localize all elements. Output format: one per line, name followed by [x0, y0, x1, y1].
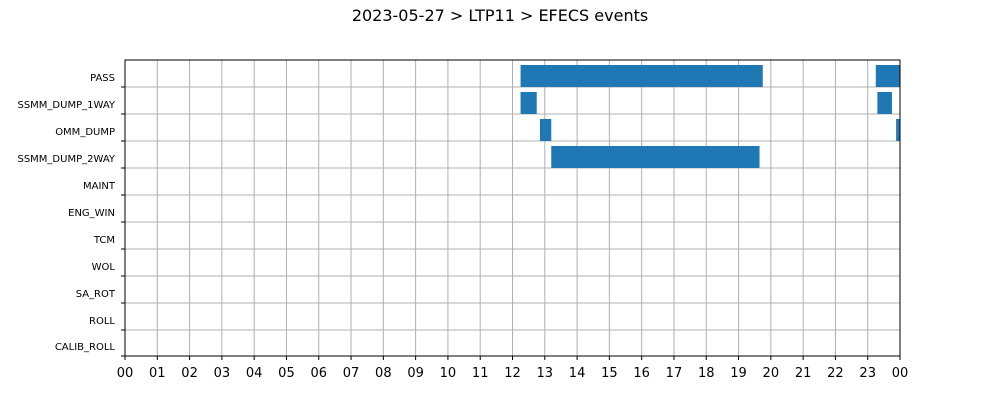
event-bar-pass: [520, 65, 763, 87]
y-axis: PASS SSMM_DUMP_1WAY OMM_DUMP SSMM_DUMP_2WAY…: [17, 73, 125, 357]
bar-layer: [520, 65, 900, 168]
x-tick-label: 09: [407, 366, 424, 381]
x-tick-label: 00: [892, 366, 909, 381]
y-tick-label: ENG_WIN: [68, 208, 115, 219]
x-tick-label: 19: [730, 366, 747, 381]
event-bar-omm-dump: [539, 119, 552, 141]
x-tick-label: 12: [504, 366, 521, 381]
x-tick-label: 22: [827, 366, 844, 381]
x-tick-label: 07: [343, 366, 360, 381]
y-tick-label: SSMM_DUMP_1WAY: [17, 100, 115, 111]
event-bar-omm-dump: [896, 119, 900, 141]
x-tick-label: 05: [278, 366, 295, 381]
x-tick-label: 17: [666, 366, 683, 381]
y-tick-label: PASS: [90, 73, 115, 84]
event-bar-ssmm-dump-1way: [520, 92, 537, 114]
x-tick-label: 15: [601, 366, 618, 381]
x-tick-label: 10: [440, 366, 457, 381]
x-tick-label: 13: [537, 366, 554, 381]
y-tick-label: TCM: [93, 235, 115, 246]
event-bar-pass: [875, 65, 900, 87]
x-tick-label: 08: [375, 366, 392, 381]
x-axis: 00 01 02 03 04 05 06 07 08 09 10 11 12 13 14 15 16 17 18 19…: [117, 356, 909, 381]
x-tick-label: 01: [149, 366, 166, 381]
y-tick-label: OMM_DUMP: [55, 127, 115, 138]
x-tick-label: 02: [181, 366, 198, 381]
y-tick-label: SSMM_DUMP_2WAY: [17, 154, 115, 165]
x-tick-label: 20: [763, 366, 780, 381]
x-tick-label: 16: [633, 366, 650, 381]
x-tick-label: 14: [569, 366, 586, 381]
x-tick-label: 06: [310, 366, 327, 381]
x-tick-label: 21: [795, 366, 812, 381]
x-tick-label: 18: [698, 366, 715, 381]
x-tick-label: 04: [246, 366, 263, 381]
y-tick-label: SA_ROT: [76, 289, 116, 300]
x-tick-label: 11: [472, 366, 489, 381]
chart-title: 2023-05-27 > LTP11 > EFECS events: [351, 6, 649, 25]
event-bar-ssmm-dump-2way: [551, 146, 760, 168]
y-tick-label: WOL: [92, 262, 116, 273]
y-tick-label: MAINT: [83, 181, 116, 192]
y-tick-label: ROLL: [89, 316, 115, 327]
y-tick-label: CALIB_ROLL: [55, 342, 116, 353]
event-bar-ssmm-dump-1way: [877, 92, 892, 114]
x-tick-label: 03: [214, 366, 231, 381]
x-tick-label: 00: [117, 366, 134, 381]
grid-layer: [125, 60, 900, 356]
x-tick-label: 23: [859, 366, 876, 381]
